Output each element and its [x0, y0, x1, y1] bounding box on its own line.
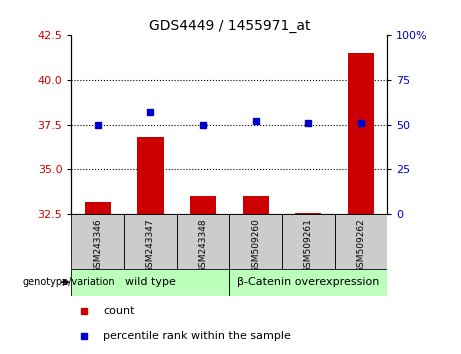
Bar [348, 53, 374, 214]
Text: GSM509262: GSM509262 [356, 218, 366, 273]
Bar [295, 213, 321, 214]
Bar [242, 196, 269, 214]
Bar [190, 196, 216, 214]
Bar [71, 269, 229, 296]
Text: genotype/variation: genotype/variation [23, 277, 116, 287]
Text: GSM509261: GSM509261 [304, 218, 313, 273]
Bar [229, 214, 282, 269]
Bar [177, 214, 229, 269]
Text: GSM243348: GSM243348 [199, 218, 207, 273]
Text: percentile rank within the sample: percentile rank within the sample [103, 331, 291, 341]
Text: count: count [103, 307, 135, 316]
Bar [335, 214, 387, 269]
Text: GSM243346: GSM243346 [93, 218, 102, 273]
Bar [137, 137, 164, 214]
Text: β-Catenin overexpression: β-Catenin overexpression [237, 277, 379, 287]
Text: GSM509260: GSM509260 [251, 218, 260, 273]
Title: GDS4449 / 1455971_at: GDS4449 / 1455971_at [148, 19, 310, 33]
Bar [282, 214, 335, 269]
Bar [71, 214, 124, 269]
Bar [229, 269, 387, 296]
Bar [85, 202, 111, 214]
Text: GSM243347: GSM243347 [146, 218, 155, 273]
Text: wild type: wild type [125, 277, 176, 287]
Bar [124, 214, 177, 269]
